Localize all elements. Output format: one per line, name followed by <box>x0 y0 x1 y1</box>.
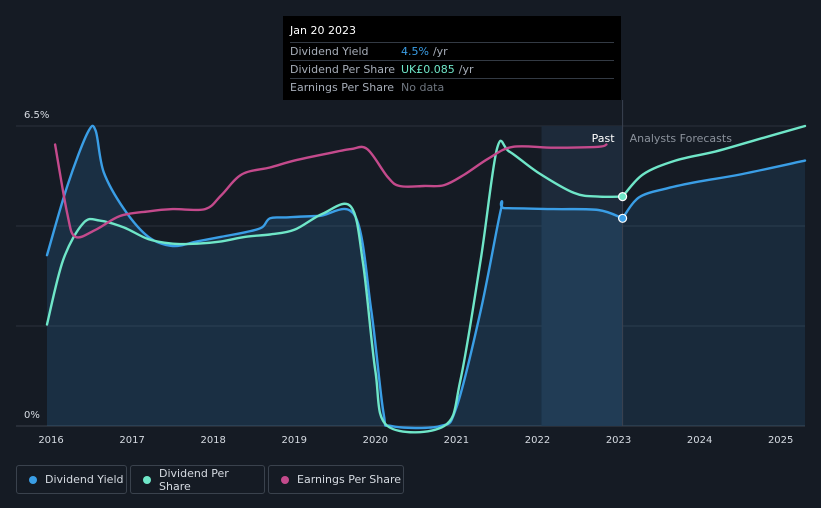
legend-label: Dividend Yield <box>45 473 124 486</box>
dividend-yield-forecast-line <box>621 159 807 220</box>
dividend-per-share-forecast-line <box>621 124 807 198</box>
tooltip: Jan 20 2023 Dividend Yield 4.5% /yr Divi… <box>283 16 621 100</box>
tooltip-label: Earnings Per Share <box>290 81 395 94</box>
x-tick-label: 2017 <box>119 435 144 446</box>
x-tick-label: 2023 <box>606 435 631 446</box>
cursor-marker <box>617 192 628 202</box>
tooltip-label: Dividend Per Share <box>290 63 396 76</box>
legend-dot-icon <box>29 475 37 484</box>
tooltip-value: UK£0.085 <box>401 63 455 76</box>
tooltip-unit: /yr <box>458 63 474 76</box>
x-tick-label: 2025 <box>768 435 793 446</box>
x-tick-label: 2016 <box>38 435 63 446</box>
x-tick-label: 2022 <box>525 435 550 446</box>
legend-dot-icon <box>281 475 289 484</box>
past-label: Past <box>592 132 616 145</box>
legend-label: Dividend Per Share <box>159 466 229 493</box>
tooltip-date: Jan 20 2023 <box>290 24 356 37</box>
tooltip-value: No data <box>401 81 445 94</box>
cursor-markers <box>617 192 628 223</box>
tooltip-value: 4.5% <box>401 45 429 58</box>
tooltip-row-dividend-yield: Dividend Yield 4.5% /yr <box>290 42 614 60</box>
x-tick-label: 2018 <box>200 435 225 446</box>
x-axis-ticks: 2016 2017 2018 2019 2020 2021 2022 2023 2024 2025 <box>38 435 793 446</box>
legend-item-earnings-per-share[interactable]: Earnings Per Share <box>268 465 404 494</box>
dividend-yield-area <box>47 125 623 429</box>
legend-dot-icon <box>143 475 151 484</box>
series-lines <box>45 124 807 434</box>
forecast-label: Analysts Forecasts <box>630 132 733 145</box>
grid-lines <box>16 125 805 427</box>
earnings-per-share-line <box>53 143 608 239</box>
series-areas <box>47 125 805 429</box>
x-tick-label: 2021 <box>444 435 469 446</box>
tooltip-label: Dividend Yield <box>290 45 369 58</box>
tooltip-unit: /yr <box>432 45 448 58</box>
tooltip-row-earnings-per-share: Earnings Per Share No data <box>290 78 614 96</box>
dividend-per-share-line <box>45 139 624 434</box>
y-tick-label: 6.5% <box>24 110 49 121</box>
legend-item-dividend-yield[interactable]: Dividend Yield <box>16 465 127 494</box>
cursor-marker <box>617 213 628 223</box>
y-tick-label: 0% <box>24 410 40 421</box>
dividend-yield-line <box>45 124 624 430</box>
x-tick-label: 2024 <box>687 435 712 446</box>
legend-label: Earnings Per Share <box>297 473 402 486</box>
tooltip-row-dividend-per-share: Dividend Per Share UK£0.085 /yr <box>290 60 614 78</box>
x-tick-label: 2020 <box>363 435 388 446</box>
dividend-yield-forecast-area <box>622 160 805 426</box>
legend-item-dividend-per-share[interactable]: Dividend Per Share <box>130 465 265 494</box>
y-axis-ticks: 6.5% 0% <box>24 110 49 421</box>
past-highlight-band <box>541 126 623 426</box>
x-tick-label: 2019 <box>282 435 307 446</box>
